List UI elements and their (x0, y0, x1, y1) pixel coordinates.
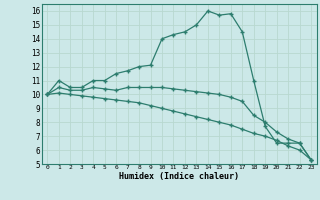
X-axis label: Humidex (Indice chaleur): Humidex (Indice chaleur) (119, 172, 239, 181)
